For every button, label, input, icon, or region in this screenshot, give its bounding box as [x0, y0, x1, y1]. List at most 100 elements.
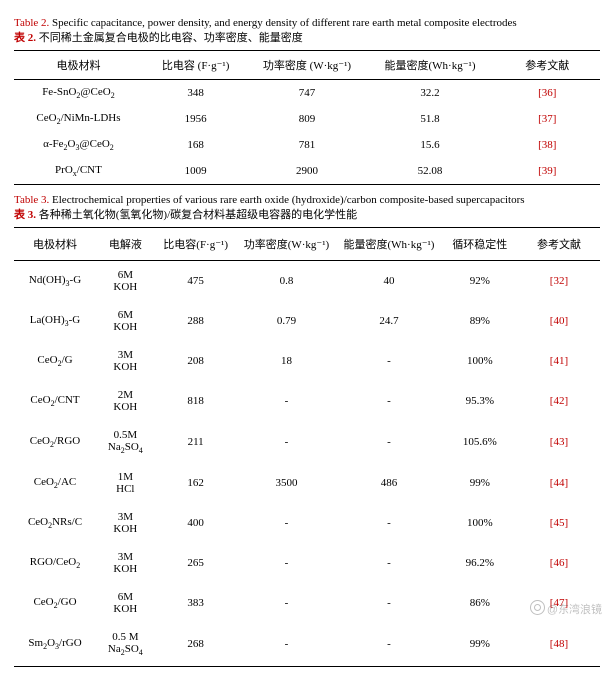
cell-electrolyte: 3MKOH — [96, 503, 155, 543]
cell-energy: - — [336, 381, 441, 421]
cell-material: RGO/CeO2 — [14, 543, 96, 583]
table-row: CeO2/CNT2MKOH818--95.3%[42] — [14, 381, 600, 421]
table3-caption-zh-label: 表 3. — [14, 209, 36, 221]
cell-cycle: 99% — [442, 463, 518, 503]
cell-cap: 400 — [155, 503, 237, 543]
ref-link[interactable]: [43] — [550, 436, 568, 448]
cell-ref: [39] — [494, 158, 600, 185]
table2-header-row: 电极材料 比电容 (F·g⁻¹) 功率密度 (W·kg⁻¹) 能量密度(Wh·k… — [14, 50, 600, 79]
table3-h-electrolyte: 电解液 — [96, 228, 155, 261]
ref-link[interactable]: [40] — [550, 315, 568, 327]
cell-electrolyte: 6MKOH — [96, 583, 155, 623]
table2-caption-zh-label: 表 2. — [14, 32, 36, 44]
table-row: RGO/CeO23MKOH265--96.2%[46] — [14, 543, 600, 583]
cell-ref: [41] — [518, 341, 600, 381]
table2: 电极材料 比电容 (F·g⁻¹) 功率密度 (W·kg⁻¹) 能量密度(Wh·k… — [14, 50, 600, 186]
cell-ref: [42] — [518, 381, 600, 421]
cell-power: 3500 — [237, 463, 337, 503]
ref-link[interactable]: [32] — [550, 275, 568, 287]
cell-power: 0.79 — [237, 301, 337, 341]
ref-link[interactable]: [41] — [550, 355, 568, 367]
table3-caption: Table 3. Electrochemical properties of v… — [14, 193, 600, 223]
table-row: CeO2NRs/C3MKOH400--100%[45] — [14, 503, 600, 543]
table3: 电极材料 电解液 比电容(F·g⁻¹) 功率密度(W·kg⁻¹) 能量密度(Wh… — [14, 227, 600, 666]
ref-link[interactable]: [42] — [550, 395, 568, 407]
cell-cycle: 105.6% — [442, 421, 518, 463]
table3-h-cycle: 循环稳定性 — [442, 228, 518, 261]
cell-power: 809 — [248, 106, 365, 132]
cell-electrolyte: 6MKOH — [96, 261, 155, 302]
cell-cap: 268 — [155, 623, 237, 666]
table3-h-ref: 参考文献 — [518, 228, 600, 261]
cell-cycle: 96.2% — [442, 543, 518, 583]
table-row: CeO2/G3MKOH20818-100%[41] — [14, 341, 600, 381]
ref-link[interactable]: [44] — [550, 477, 568, 489]
cell-cap: 208 — [155, 341, 237, 381]
cell-cycle: 100% — [442, 341, 518, 381]
table-row: Nd(OH)3-G6MKOH4750.84092%[32] — [14, 261, 600, 302]
cell-electrolyte: 3MKOH — [96, 341, 155, 381]
table-row: La(OH)3-G6MKOH2880.7924.789%[40] — [14, 301, 600, 341]
table2-h-cap: 比电容 (F·g⁻¹) — [143, 50, 248, 79]
ref-link[interactable]: [46] — [550, 557, 568, 569]
cell-electrolyte: 0.5 MNa2SO4 — [96, 623, 155, 666]
table3-h-material: 电极材料 — [14, 228, 96, 261]
cell-electrolyte: 3MKOH — [96, 543, 155, 583]
cell-power: 2900 — [248, 158, 365, 185]
table-row: CeO2/RGO0.5MNa2SO4211--105.6%[43] — [14, 421, 600, 463]
table-row: Fe-SnO2@CeO234874732.2[36] — [14, 79, 600, 106]
cell-material: CeO2/RGO — [14, 421, 96, 463]
ref-link[interactable]: [37] — [538, 113, 556, 125]
cell-energy: - — [336, 341, 441, 381]
cell-cap: 1956 — [143, 106, 248, 132]
cell-ref: [43] — [518, 421, 600, 463]
cell-power: 18 — [237, 341, 337, 381]
cell-energy: 15.6 — [366, 132, 495, 158]
ref-link[interactable]: [38] — [538, 139, 556, 151]
cell-cap: 383 — [155, 583, 237, 623]
cell-ref: [46] — [518, 543, 600, 583]
cell-energy: 51.8 — [366, 106, 495, 132]
table3-h-power: 功率密度(W·kg⁻¹) — [237, 228, 337, 261]
cell-energy: 32.2 — [366, 79, 495, 106]
cell-cycle: 86% — [442, 583, 518, 623]
table2-h-energy: 能量密度(Wh·kg⁻¹) — [366, 50, 495, 79]
cell-material: α-Fe2O3@CeO2 — [14, 132, 143, 158]
cell-cycle: 92% — [442, 261, 518, 302]
table2-caption-zh: 不同稀土金属复合电极的比电容、功率密度、能量密度 — [36, 32, 303, 44]
cell-material: CeO2/GO — [14, 583, 96, 623]
table3-caption-en: Electrochemical properties of various ra… — [49, 194, 524, 206]
cell-power: - — [237, 623, 337, 666]
cell-power: 781 — [248, 132, 365, 158]
table3-h-cap: 比电容(F·g⁻¹) — [155, 228, 237, 261]
cell-cap: 475 — [155, 261, 237, 302]
ref-link[interactable]: [45] — [550, 517, 568, 529]
cell-ref: [40] — [518, 301, 600, 341]
cell-power: - — [237, 543, 337, 583]
cell-cycle: 99% — [442, 623, 518, 666]
ref-link[interactable]: [36] — [538, 87, 556, 99]
cell-material: Fe-SnO2@CeO2 — [14, 79, 143, 106]
cell-cycle: 89% — [442, 301, 518, 341]
table3-h-energy: 能量密度(Wh·kg⁻¹) — [336, 228, 441, 261]
table3-caption-zh: 各种稀土氧化物(氢氧化物)/碳复合材料基超级电容器的电化学性能 — [36, 209, 357, 221]
cell-material: Sm2O3/rGO — [14, 623, 96, 666]
cell-electrolyte: 0.5MNa2SO4 — [96, 421, 155, 463]
table-row: CeO2/AC1MHCl162350048699%[44] — [14, 463, 600, 503]
cell-ref: [36] — [494, 79, 600, 106]
cell-cycle: 95.3% — [442, 381, 518, 421]
ref-link[interactable]: [47] — [550, 597, 568, 609]
cell-cap: 288 — [155, 301, 237, 341]
cell-energy: - — [336, 421, 441, 463]
cell-energy: - — [336, 583, 441, 623]
cell-cap: 162 — [155, 463, 237, 503]
cell-electrolyte: 6MKOH — [96, 301, 155, 341]
cell-energy: 486 — [336, 463, 441, 503]
ref-link[interactable]: [48] — [550, 638, 568, 650]
table-row: Sm2O3/rGO0.5 MNa2SO4268--99%[48] — [14, 623, 600, 666]
ref-link[interactable]: [39] — [538, 165, 556, 177]
table2-h-ref: 参考文献 — [494, 50, 600, 79]
cell-material: Nd(OH)3-G — [14, 261, 96, 302]
table-row: CeO2/GO6MKOH383--86%[47] — [14, 583, 600, 623]
table-row: α-Fe2O3@CeO216878115.6[38] — [14, 132, 600, 158]
